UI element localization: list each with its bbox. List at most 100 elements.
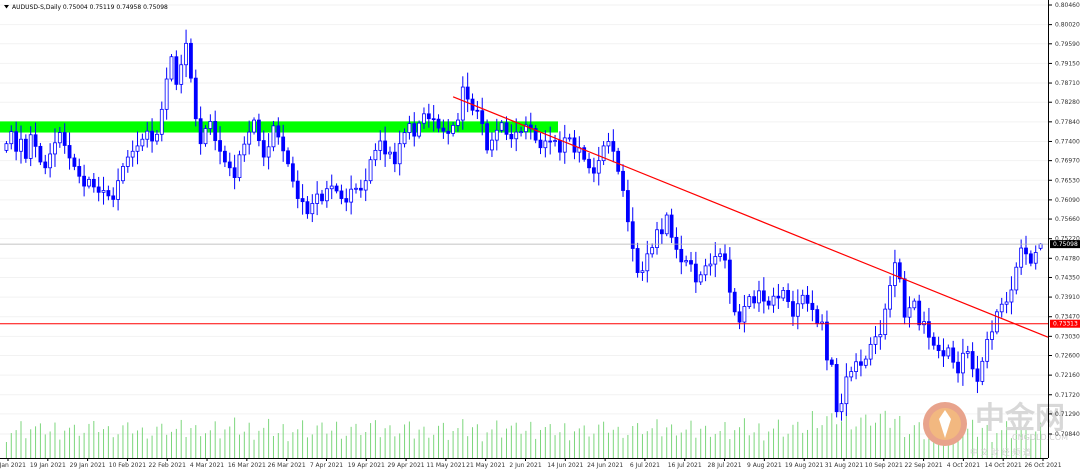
candle bbox=[640, 261, 645, 281]
candle-body-down bbox=[917, 300, 922, 326]
candle-body-up bbox=[519, 131, 523, 134]
candle bbox=[514, 118, 519, 152]
candle bbox=[349, 175, 354, 215]
candle bbox=[863, 355, 868, 369]
candle bbox=[57, 126, 62, 148]
candle-body-down bbox=[951, 347, 956, 363]
candle bbox=[601, 141, 606, 166]
candle-body-up bbox=[9, 131, 14, 145]
candle-body-down bbox=[480, 110, 485, 125]
date-tick-label: 11 Jan 2021 bbox=[0, 462, 26, 469]
candle-body-down bbox=[689, 260, 693, 265]
candle-body-down bbox=[737, 311, 742, 323]
candle-body-up bbox=[140, 138, 145, 147]
candle bbox=[344, 188, 349, 212]
candle-body-down bbox=[111, 195, 116, 200]
candle-body-down bbox=[286, 150, 290, 165]
candle-body-up bbox=[606, 141, 611, 147]
candle bbox=[528, 112, 533, 140]
date-tick-label: 22 Feb 2021 bbox=[149, 462, 187, 469]
candle bbox=[582, 145, 587, 162]
candle bbox=[480, 97, 485, 136]
candle-body-down bbox=[43, 161, 48, 169]
candle-body-up bbox=[1009, 289, 1014, 303]
candle-body-up bbox=[237, 154, 242, 178]
price-tick-label: 0.73470 bbox=[1055, 314, 1080, 321]
date-tick-label: 10 Feb 2021 bbox=[109, 462, 147, 469]
candle-body-up bbox=[203, 128, 208, 145]
candle-body-up bbox=[960, 352, 965, 374]
candle-body-down bbox=[344, 198, 349, 203]
candle bbox=[82, 164, 87, 197]
candle-body-down bbox=[295, 180, 300, 199]
candle-body-up bbox=[315, 193, 320, 204]
candle-body-down bbox=[616, 150, 621, 172]
candle bbox=[237, 150, 242, 182]
candle bbox=[829, 357, 834, 367]
candle bbox=[1009, 276, 1014, 315]
candle bbox=[917, 294, 922, 331]
candle-body-up bbox=[164, 78, 169, 110]
candle bbox=[713, 242, 718, 278]
candle-body-down bbox=[150, 130, 154, 142]
candle-body-down bbox=[14, 131, 19, 152]
candle-body-up bbox=[1004, 301, 1009, 305]
candle bbox=[611, 129, 616, 163]
candle-body-down bbox=[810, 302, 815, 310]
candle bbox=[286, 147, 290, 167]
candle-body-down bbox=[23, 138, 28, 159]
candle-body-up bbox=[888, 285, 892, 310]
candle bbox=[334, 183, 339, 194]
candle-body-down bbox=[256, 119, 261, 141]
candle bbox=[1024, 235, 1028, 265]
candle-body-down bbox=[320, 193, 324, 202]
candle bbox=[232, 154, 237, 190]
candle bbox=[407, 115, 412, 140]
candle-body-up bbox=[159, 108, 164, 135]
candle-body-up bbox=[742, 306, 747, 323]
candle bbox=[752, 290, 757, 309]
candle-body-up bbox=[718, 253, 723, 257]
candle bbox=[956, 351, 960, 383]
candle-body-up bbox=[524, 124, 528, 133]
candle-body-down bbox=[776, 295, 781, 299]
candle-body-up bbox=[757, 290, 761, 304]
candle bbox=[62, 123, 67, 154]
candle-body-up bbox=[553, 140, 557, 142]
candle-body-down bbox=[446, 130, 451, 134]
candle-body-up bbox=[422, 113, 426, 124]
candle bbox=[718, 248, 723, 262]
candle-body-down bbox=[630, 221, 635, 249]
candle bbox=[990, 320, 994, 350]
candle-body-up bbox=[1033, 252, 1038, 264]
candle bbox=[1014, 262, 1019, 295]
candle-body-down bbox=[805, 294, 810, 304]
candle bbox=[776, 283, 781, 309]
candle-body-up bbox=[125, 156, 130, 167]
candle-body-up bbox=[863, 358, 868, 366]
candle-body-up bbox=[562, 137, 567, 153]
candle bbox=[383, 126, 388, 167]
level-price-tag: 0.73313 bbox=[1050, 319, 1080, 328]
date-tick-label: 14 Jun 2021 bbox=[547, 462, 583, 469]
candle bbox=[150, 118, 154, 153]
candle bbox=[261, 130, 266, 167]
candle bbox=[271, 120, 276, 152]
candle bbox=[999, 297, 1004, 318]
candle-body-down bbox=[305, 201, 310, 215]
candle-body-down bbox=[281, 136, 286, 152]
candle-body-up bbox=[873, 336, 878, 345]
candle bbox=[456, 112, 460, 132]
candle-body-up bbox=[713, 256, 718, 265]
date-tick-label: 21 May 2021 bbox=[466, 462, 505, 469]
candle bbox=[567, 133, 572, 142]
candle bbox=[256, 113, 261, 147]
candle bbox=[436, 114, 441, 133]
candle-body-up bbox=[169, 56, 174, 80]
candle-body-down bbox=[834, 364, 839, 413]
candle-body-up bbox=[703, 265, 708, 276]
candle-body-down bbox=[412, 123, 417, 137]
date-tick-label: 29 Jan 2021 bbox=[70, 462, 106, 469]
candle-body-up bbox=[53, 142, 57, 155]
candle bbox=[135, 131, 140, 165]
